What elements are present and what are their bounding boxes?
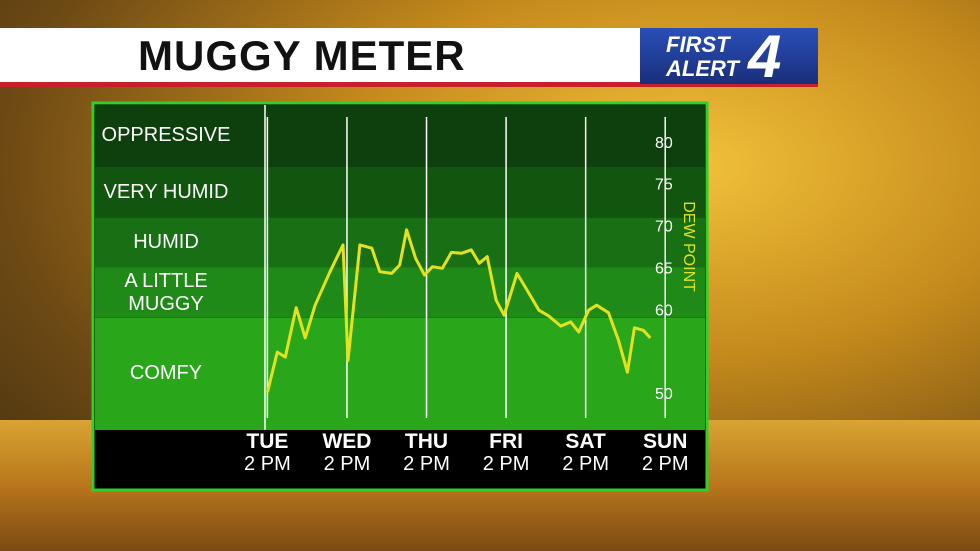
y-tick-label: 65 — [655, 261, 673, 278]
x-tick-sublabel: 2 PM — [483, 453, 530, 475]
y-tick-label: 70 — [655, 219, 673, 236]
y-axis-label: DEW POINT — [680, 201, 697, 292]
logo: FIRST ALERT 4 — [640, 23, 818, 90]
x-tick-sublabel: 2 PM — [642, 453, 689, 475]
band — [95, 105, 705, 167]
band-label: A LITTLE MUGGY — [124, 269, 208, 315]
x-tick-sublabel: 2 PM — [324, 453, 371, 475]
x-tick-label: FRI — [489, 430, 523, 453]
x-tick-sublabel: 2 PM — [562, 453, 609, 475]
x-tick-label: SUN — [643, 430, 687, 453]
band — [95, 317, 705, 430]
band-label: COMFY — [129, 362, 203, 385]
y-tick-label: 50 — [655, 386, 673, 403]
band-label: OPPRESSIVE — [101, 124, 231, 147]
band — [95, 166, 705, 218]
logo-text: FIRST — [666, 32, 730, 57]
band-label: VERY HUMID — [103, 180, 229, 203]
x-tick-sublabel: 2 PM — [244, 453, 291, 475]
x-tick-label: WED — [322, 430, 371, 453]
x-tick-label: THU — [405, 430, 448, 453]
logo-number: 4 — [748, 23, 782, 90]
x-tick-label: SAT — [565, 430, 606, 453]
y-tick-label: 75 — [655, 177, 673, 194]
y-tick-label: 80 — [655, 135, 673, 152]
x-tick-sublabel: 2 PM — [403, 453, 450, 475]
dew-point-line — [265, 228, 652, 393]
band-label: HUMID — [133, 230, 199, 253]
y-tick-label: 60 — [655, 302, 673, 319]
x-tick-label: TUE — [246, 430, 288, 453]
chart-title: MUGGY METER — [138, 32, 466, 79]
logo-text: ALERT — [666, 56, 739, 81]
